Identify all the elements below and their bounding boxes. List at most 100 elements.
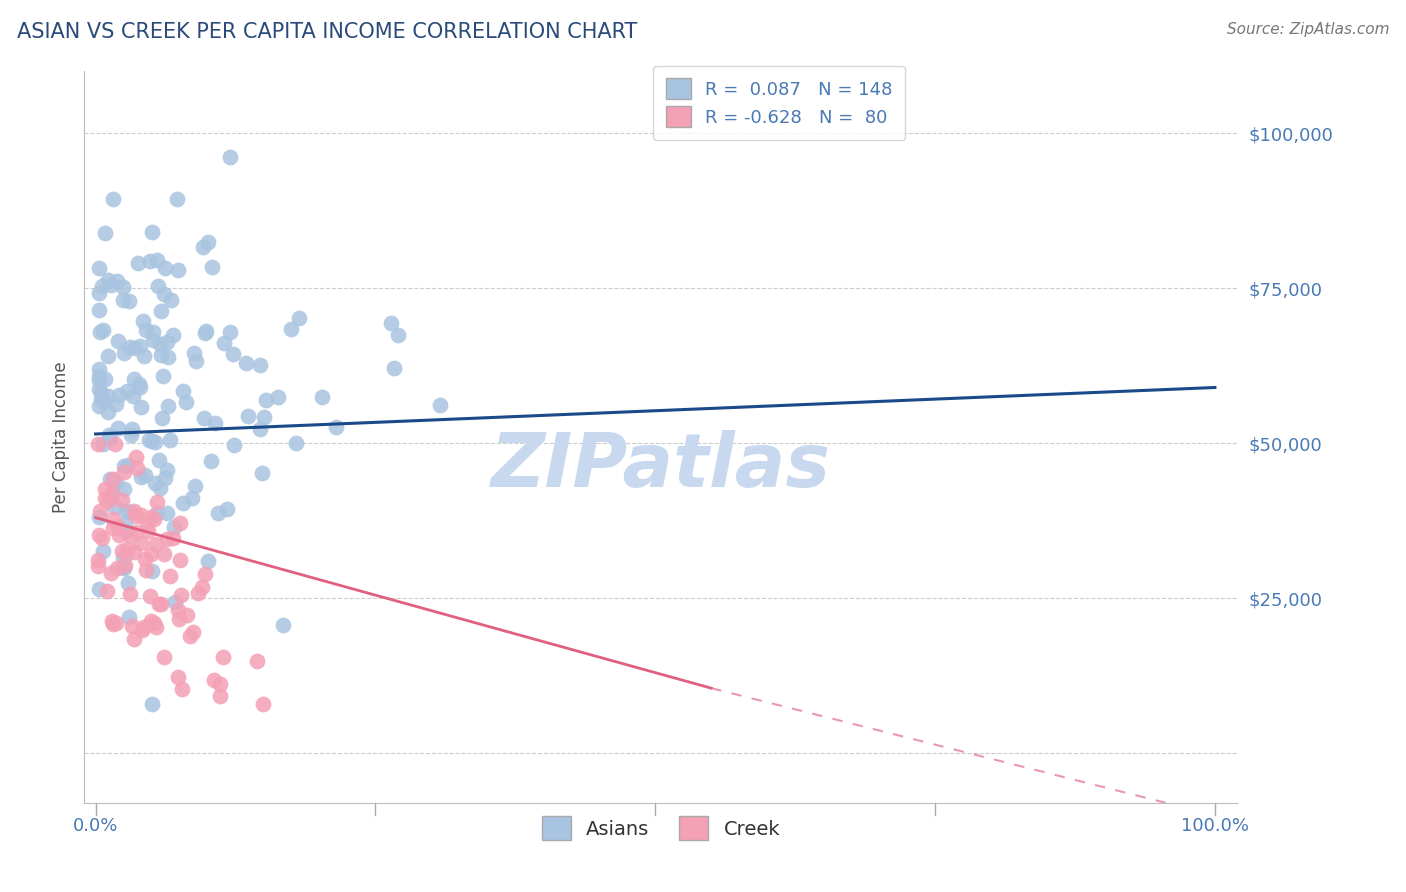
Point [87, 302, 110, 317]
Point [112, 561, 135, 575]
Point [201, 260, 224, 275]
Point [208, 690, 231, 704]
Point [222, 437, 245, 451]
Point [200, 454, 222, 468]
Point [271, 617, 294, 632]
Point [288, 311, 311, 326]
Point [219, 150, 242, 164]
Point [87, 286, 110, 301]
Point [193, 410, 215, 425]
Point [112, 346, 135, 360]
Point [249, 358, 271, 372]
Point [156, 335, 179, 350]
Point [91, 544, 114, 558]
Point [104, 397, 127, 411]
Point [91, 323, 114, 337]
Point [204, 416, 226, 430]
Point [160, 293, 183, 308]
Point [138, 254, 160, 268]
Point [187, 586, 209, 600]
Point [111, 492, 134, 507]
Point [387, 327, 409, 342]
Point [172, 496, 194, 510]
Point [112, 482, 135, 496]
Point [128, 379, 150, 393]
Point [101, 475, 124, 489]
Point [117, 576, 139, 591]
Point [87, 399, 110, 413]
Point [134, 349, 156, 363]
Point [163, 595, 186, 609]
Point [150, 410, 173, 425]
Point [98, 431, 121, 445]
Point [134, 467, 156, 482]
Point [87, 382, 110, 396]
Point [202, 673, 225, 688]
Point [172, 384, 194, 399]
Point [101, 617, 124, 632]
Point [249, 422, 271, 436]
Point [156, 506, 179, 520]
Text: ASIAN VS CREEK PER CAPITA INCOME CORRELATION CHART: ASIAN VS CREEK PER CAPITA INCOME CORRELA… [17, 22, 637, 42]
Point [153, 650, 176, 665]
Point [115, 548, 138, 562]
Point [107, 334, 129, 349]
Point [162, 327, 184, 342]
Point [105, 561, 128, 575]
Point [380, 316, 402, 330]
Point [104, 475, 127, 490]
Point [135, 563, 157, 577]
Point [89, 326, 111, 340]
Point [115, 542, 138, 557]
Point [104, 500, 127, 514]
Point [111, 279, 134, 293]
Point [91, 532, 114, 546]
Point [183, 625, 205, 640]
Point [108, 388, 131, 402]
Point [131, 623, 153, 637]
Point [311, 390, 333, 404]
Point [167, 263, 190, 277]
Point [125, 525, 148, 540]
Point [152, 548, 174, 562]
Point [100, 278, 122, 293]
Point [153, 286, 176, 301]
Point [112, 465, 135, 479]
Point [97, 273, 120, 287]
Point [325, 419, 347, 434]
Point [121, 619, 143, 633]
Point [111, 544, 134, 558]
Point [118, 529, 141, 543]
Point [142, 325, 165, 339]
Point [122, 504, 145, 518]
Point [107, 520, 129, 534]
Point [194, 324, 217, 338]
Point [156, 399, 179, 413]
Point [132, 314, 155, 328]
Point [141, 697, 163, 711]
Point [89, 504, 111, 518]
Point [121, 422, 143, 436]
Point [148, 453, 170, 467]
Point [122, 388, 145, 402]
Point [218, 325, 240, 339]
Point [100, 566, 122, 580]
Point [250, 466, 273, 480]
Point [142, 333, 165, 347]
Y-axis label: Per Capita Income: Per Capita Income [52, 361, 70, 513]
Point [94, 372, 117, 386]
Point [221, 346, 243, 360]
Point [152, 369, 174, 384]
Point [89, 582, 111, 596]
Point [114, 558, 136, 573]
Point [246, 654, 269, 668]
Point [136, 524, 159, 538]
Text: Source: ZipAtlas.com: Source: ZipAtlas.com [1226, 22, 1389, 37]
Point [98, 472, 121, 486]
Point [170, 681, 193, 696]
Point [114, 517, 136, 532]
Point [115, 384, 138, 399]
Point [146, 252, 169, 267]
Point [128, 377, 150, 392]
Point [112, 458, 135, 473]
